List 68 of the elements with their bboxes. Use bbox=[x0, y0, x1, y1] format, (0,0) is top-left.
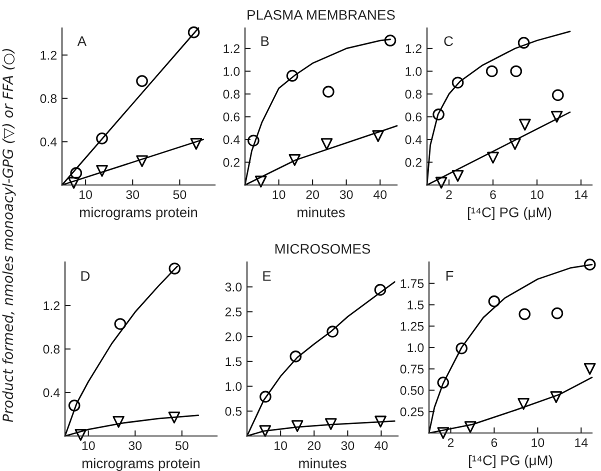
y-tick-label: 0.6 bbox=[405, 112, 422, 122]
x-tick-label: 30 bbox=[340, 190, 353, 200]
annotation: D bbox=[81, 271, 90, 281]
x-axis-title: [¹⁴C] PG (μM) bbox=[468, 207, 552, 220]
y-tick-label: 0.25 bbox=[400, 407, 424, 416]
chart-title: PLASMA MEMBRANES bbox=[248, 10, 395, 20]
y-tick-label: 0.75 bbox=[400, 364, 424, 374]
x-tick-label: 14 bbox=[575, 438, 588, 447]
y-tick-label: 0.5 bbox=[225, 406, 242, 416]
x-tick-label: 20 bbox=[308, 441, 321, 450]
x-tick-label: 50 bbox=[175, 441, 188, 450]
y-tick-label: 0.4 bbox=[43, 388, 60, 398]
y-tick-label: 0.50 bbox=[400, 386, 424, 395]
annotation: A bbox=[77, 36, 87, 46]
y-tick-label: 1.0 bbox=[406, 67, 422, 76]
y-tick-label: 0.8 bbox=[405, 90, 422, 99]
y-tick-label: 1.2 bbox=[406, 44, 422, 54]
x-tick-label: 6 bbox=[491, 438, 498, 448]
y-tick-label: 1.75 bbox=[400, 279, 424, 288]
x-tick-label: 20 bbox=[306, 190, 320, 200]
x-tick-label: 10 bbox=[80, 190, 92, 200]
y-tick-label: 1.25 bbox=[400, 322, 424, 331]
y-axis-title: Product formed, nmoles monoacyl-GPG (▽) or FFA (○) bbox=[2, 48, 16, 422]
y-tick-label: 0.8 bbox=[223, 90, 240, 99]
x-axis-title: minutes bbox=[299, 458, 346, 468]
annotation: F bbox=[446, 271, 454, 281]
x-axis-title: [¹⁴C] PG (μM) bbox=[469, 455, 552, 468]
y-tick-label: 1.0 bbox=[224, 67, 240, 76]
x-axis-title: micrograms protein bbox=[80, 207, 198, 220]
y-tick-label: 1.0 bbox=[226, 382, 242, 391]
x-tick-label: 40 bbox=[373, 190, 387, 200]
x-tick-label: 10 bbox=[274, 441, 288, 450]
y-tick-label: 1.5 bbox=[226, 357, 242, 366]
chart-title: MICROSOMES bbox=[275, 244, 370, 254]
y-tick-label: 0.6 bbox=[223, 112, 240, 122]
y-tick-label: 0.2 bbox=[223, 158, 240, 167]
y-tick-label: 1.2 bbox=[44, 301, 60, 310]
y-tick-label: 0.4 bbox=[223, 135, 240, 144]
x-tick-label: 50 bbox=[173, 190, 186, 200]
x-tick-label: 10 bbox=[272, 190, 286, 200]
x-tick-label: 2 bbox=[446, 190, 452, 199]
x-tick-label: 10 bbox=[531, 190, 544, 200]
x-tick-label: 30 bbox=[341, 441, 354, 450]
y-tick-label: 0.4 bbox=[40, 137, 57, 146]
y-tick-label: 1.2 bbox=[224, 44, 240, 54]
y-tick-label: 1.5 bbox=[408, 300, 424, 310]
y-tick-label: 1.0 bbox=[408, 343, 424, 352]
y-tick-label: 2.5 bbox=[225, 308, 242, 316]
y-tick-label: 3.0 bbox=[225, 282, 242, 292]
y-tick-label: 0.4 bbox=[405, 135, 422, 144]
y-tick-label: 0.8 bbox=[43, 344, 60, 354]
y-tick-label: 0.8 bbox=[40, 94, 57, 104]
y-tick-label: 1.2 bbox=[40, 50, 57, 60]
x-axis-title: minutes bbox=[298, 207, 345, 218]
y-tick-label: 2.0 bbox=[225, 332, 242, 342]
annotation: C bbox=[444, 36, 453, 46]
x-axis-title: micrograms protein bbox=[82, 458, 200, 471]
y-tick-label: 0.2 bbox=[405, 158, 422, 167]
x-tick-label: 14 bbox=[575, 190, 588, 199]
x-tick-label: 40 bbox=[374, 441, 388, 450]
annotation: B bbox=[261, 36, 269, 46]
x-tick-label: 6 bbox=[490, 190, 496, 200]
x-tick-label: 2 bbox=[448, 438, 454, 447]
x-tick-label: 30 bbox=[126, 190, 140, 200]
x-tick-label: 30 bbox=[128, 441, 142, 450]
x-tick-label: 10 bbox=[82, 441, 95, 450]
annotation: E bbox=[263, 271, 271, 281]
x-tick-label: 10 bbox=[532, 438, 544, 448]
